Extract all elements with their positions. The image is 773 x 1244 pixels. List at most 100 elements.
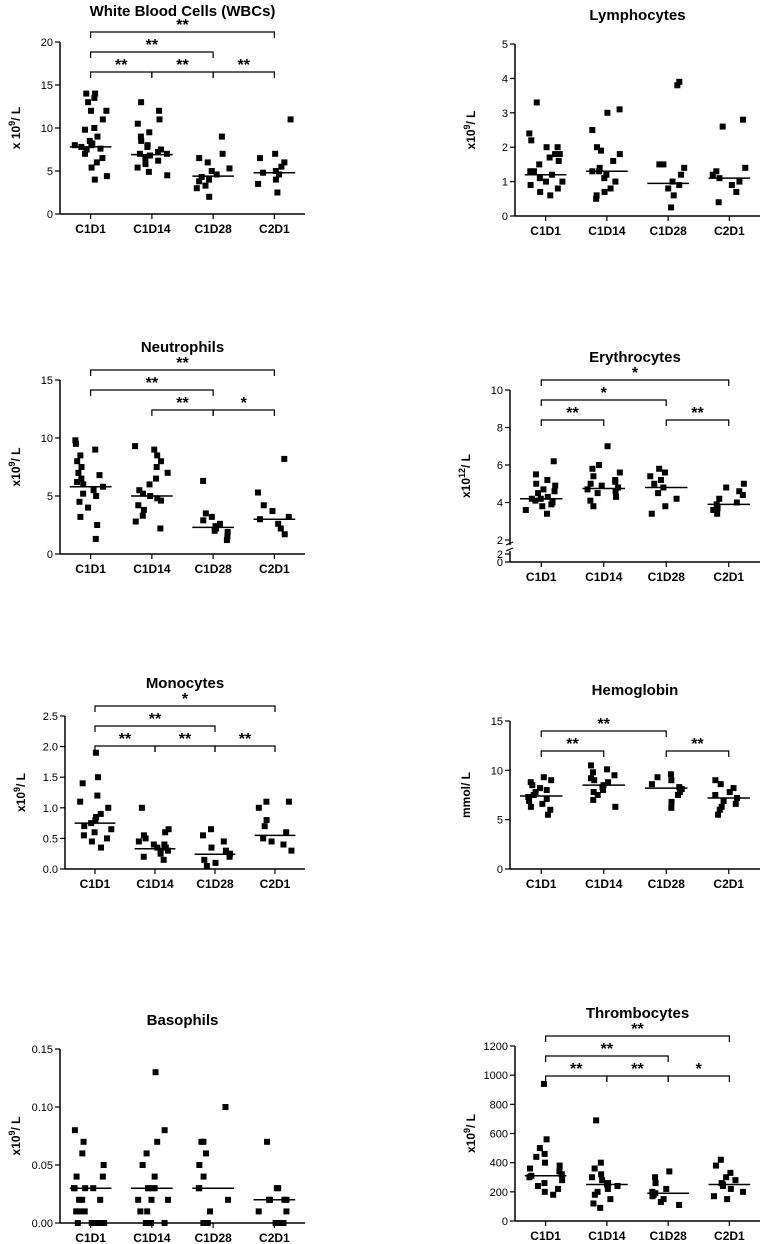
data-point [532, 789, 539, 796]
data-point [676, 182, 683, 189]
panel-white-blood-cells-wbcs: White Blood Cells (WBCs) 0 5 10 15 20 x 109/ L… [7, 3, 305, 236]
data-point [526, 130, 533, 137]
data-point [164, 172, 171, 179]
data-point [152, 1069, 159, 1076]
data-point [717, 1156, 724, 1163]
data-point [72, 440, 79, 447]
data-point [91, 829, 98, 836]
data-point [76, 1208, 83, 1215]
data-point [275, 520, 282, 527]
y-tick-label: 4 [497, 498, 503, 510]
data-point [714, 505, 721, 512]
data-point [662, 503, 669, 510]
y-tick-label: 0.10 [32, 1102, 53, 1114]
significance-bracket [90, 369, 275, 376]
data-point [536, 175, 543, 182]
data-point [547, 806, 554, 813]
data-point [275, 1185, 282, 1192]
data-point [201, 856, 208, 863]
data-point [157, 146, 164, 153]
data-point [612, 178, 619, 185]
data-point [598, 1171, 605, 1178]
data-point [647, 473, 654, 480]
y-tick-label: 800 [490, 1099, 508, 1111]
data-point [92, 749, 99, 756]
data-point [657, 477, 664, 483]
data-point [148, 1196, 155, 1203]
y-tick-label: 1 [502, 177, 508, 189]
y-tick-label: 6 [497, 460, 503, 472]
data-point [71, 142, 78, 149]
data-point [204, 1220, 211, 1226]
x-category-label: C1D14 [133, 562, 171, 576]
significance-marker: * [601, 385, 608, 402]
data-point [651, 480, 658, 487]
data-point [540, 1080, 547, 1087]
data-point [97, 1196, 104, 1203]
data-point [539, 800, 546, 807]
data-point [154, 495, 161, 502]
data-point [548, 777, 555, 784]
axis-break-gap [506, 545, 514, 551]
data-point [74, 458, 81, 465]
panel-hemoglobin: Hemoglobin 0 5 10 15 mmol/ L C1D1 C1D14 C1D28 C2D… [459, 682, 760, 891]
data-point [740, 116, 747, 123]
data-point [668, 204, 675, 211]
data-point [670, 192, 677, 199]
data-point [713, 168, 720, 175]
data-point [551, 488, 558, 495]
data-point [94, 133, 101, 140]
x-category-label: C1D28 [648, 877, 686, 891]
data-point [599, 1177, 606, 1184]
data-point [547, 192, 554, 199]
data-point [724, 1196, 731, 1203]
data-point [83, 90, 90, 97]
data-point [217, 520, 224, 527]
data-point [527, 803, 534, 810]
significance-bracket [214, 745, 276, 752]
data-point [554, 185, 561, 192]
data-point [736, 178, 743, 185]
data-point [206, 176, 213, 183]
axis-break-mark [505, 541, 514, 546]
data-point [733, 499, 740, 506]
data-point [601, 175, 608, 182]
significance-marker: ** [119, 731, 132, 748]
data-point [255, 180, 262, 187]
data-point [598, 147, 605, 154]
data-point [212, 859, 219, 866]
data-point [660, 161, 667, 168]
data-point [712, 777, 719, 784]
data-point [142, 1220, 149, 1226]
y-tick-label: 200 [490, 1187, 508, 1199]
data-point [536, 1145, 543, 1152]
x-category-label: C2D1 [714, 224, 745, 238]
data-point [732, 1177, 739, 1184]
significance-marker: ** [631, 1021, 644, 1038]
x-category-label: C1D28 [196, 877, 234, 891]
data-point [72, 437, 79, 444]
data-point [588, 1174, 595, 1181]
x-category-label: C1D1 [75, 1231, 106, 1244]
data-point [614, 1183, 621, 1189]
y-tick-label: 10 [41, 433, 53, 445]
data-point [143, 1150, 150, 1157]
significance-bracket [545, 1035, 730, 1042]
data-point [527, 1165, 534, 1172]
data-point [739, 492, 746, 498]
data-point [736, 488, 743, 495]
data-point [607, 1196, 614, 1203]
data-point [544, 811, 551, 818]
significance-marker: ** [238, 57, 251, 74]
data-point [603, 171, 610, 178]
chart-title: White Blood Cells (WBCs) [90, 3, 276, 20]
data-point [91, 125, 98, 131]
data-point [138, 137, 145, 144]
significance-marker: * [696, 1061, 703, 1078]
data-point [97, 844, 104, 851]
data-point [92, 446, 99, 453]
data-point [157, 458, 164, 465]
data-point [589, 769, 596, 776]
data-point [136, 487, 143, 494]
y-tick-label: 8 [497, 423, 503, 435]
